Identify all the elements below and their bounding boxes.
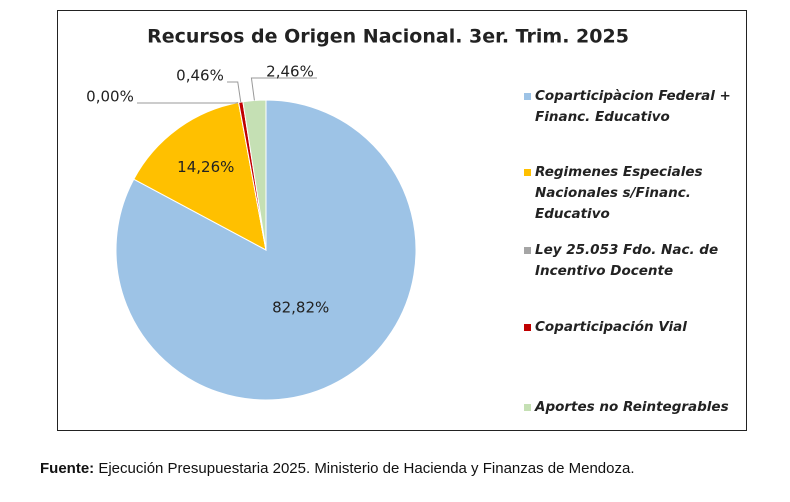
legend-label: Coparticipación Vial — [535, 319, 687, 335]
chart-frame — [57, 10, 747, 431]
chart-title: Recursos de Origen Nacional. 3er. Trim. … — [147, 26, 629, 48]
data-label: 82,82% — [272, 298, 329, 316]
data-label: 0,46% — [176, 67, 224, 85]
legend-swatch — [524, 93, 531, 100]
data-label: 0,00% — [86, 88, 134, 106]
footer-label: Fuente: — [40, 460, 95, 477]
pie-slice — [133, 101, 267, 251]
legend-swatch — [524, 404, 531, 411]
leader-line — [250, 77, 317, 101]
data-label: 2,46% — [266, 63, 314, 81]
legend-swatch — [524, 169, 531, 176]
legend-label: Ley 25.053 Fdo. Nac. de Incentivo Docent… — [535, 242, 719, 279]
legend-label: Regimenes Especiales Nacionales s/Financ… — [535, 164, 703, 222]
legend-label: Aportes no Reintegrables — [535, 399, 729, 415]
legend-swatch — [524, 247, 531, 254]
data-label: 14,26% — [177, 158, 234, 176]
footer-text: Ejecución Presupuestaria 2025. Ministeri… — [98, 460, 635, 477]
legend-swatch — [524, 324, 531, 331]
footer: Fuente: Ejecución Presupuestaria 2025. M… — [40, 460, 634, 477]
legend-label: Coparticipàcion Federal + Financ. Educat… — [535, 88, 731, 125]
leader-line — [227, 81, 242, 103]
